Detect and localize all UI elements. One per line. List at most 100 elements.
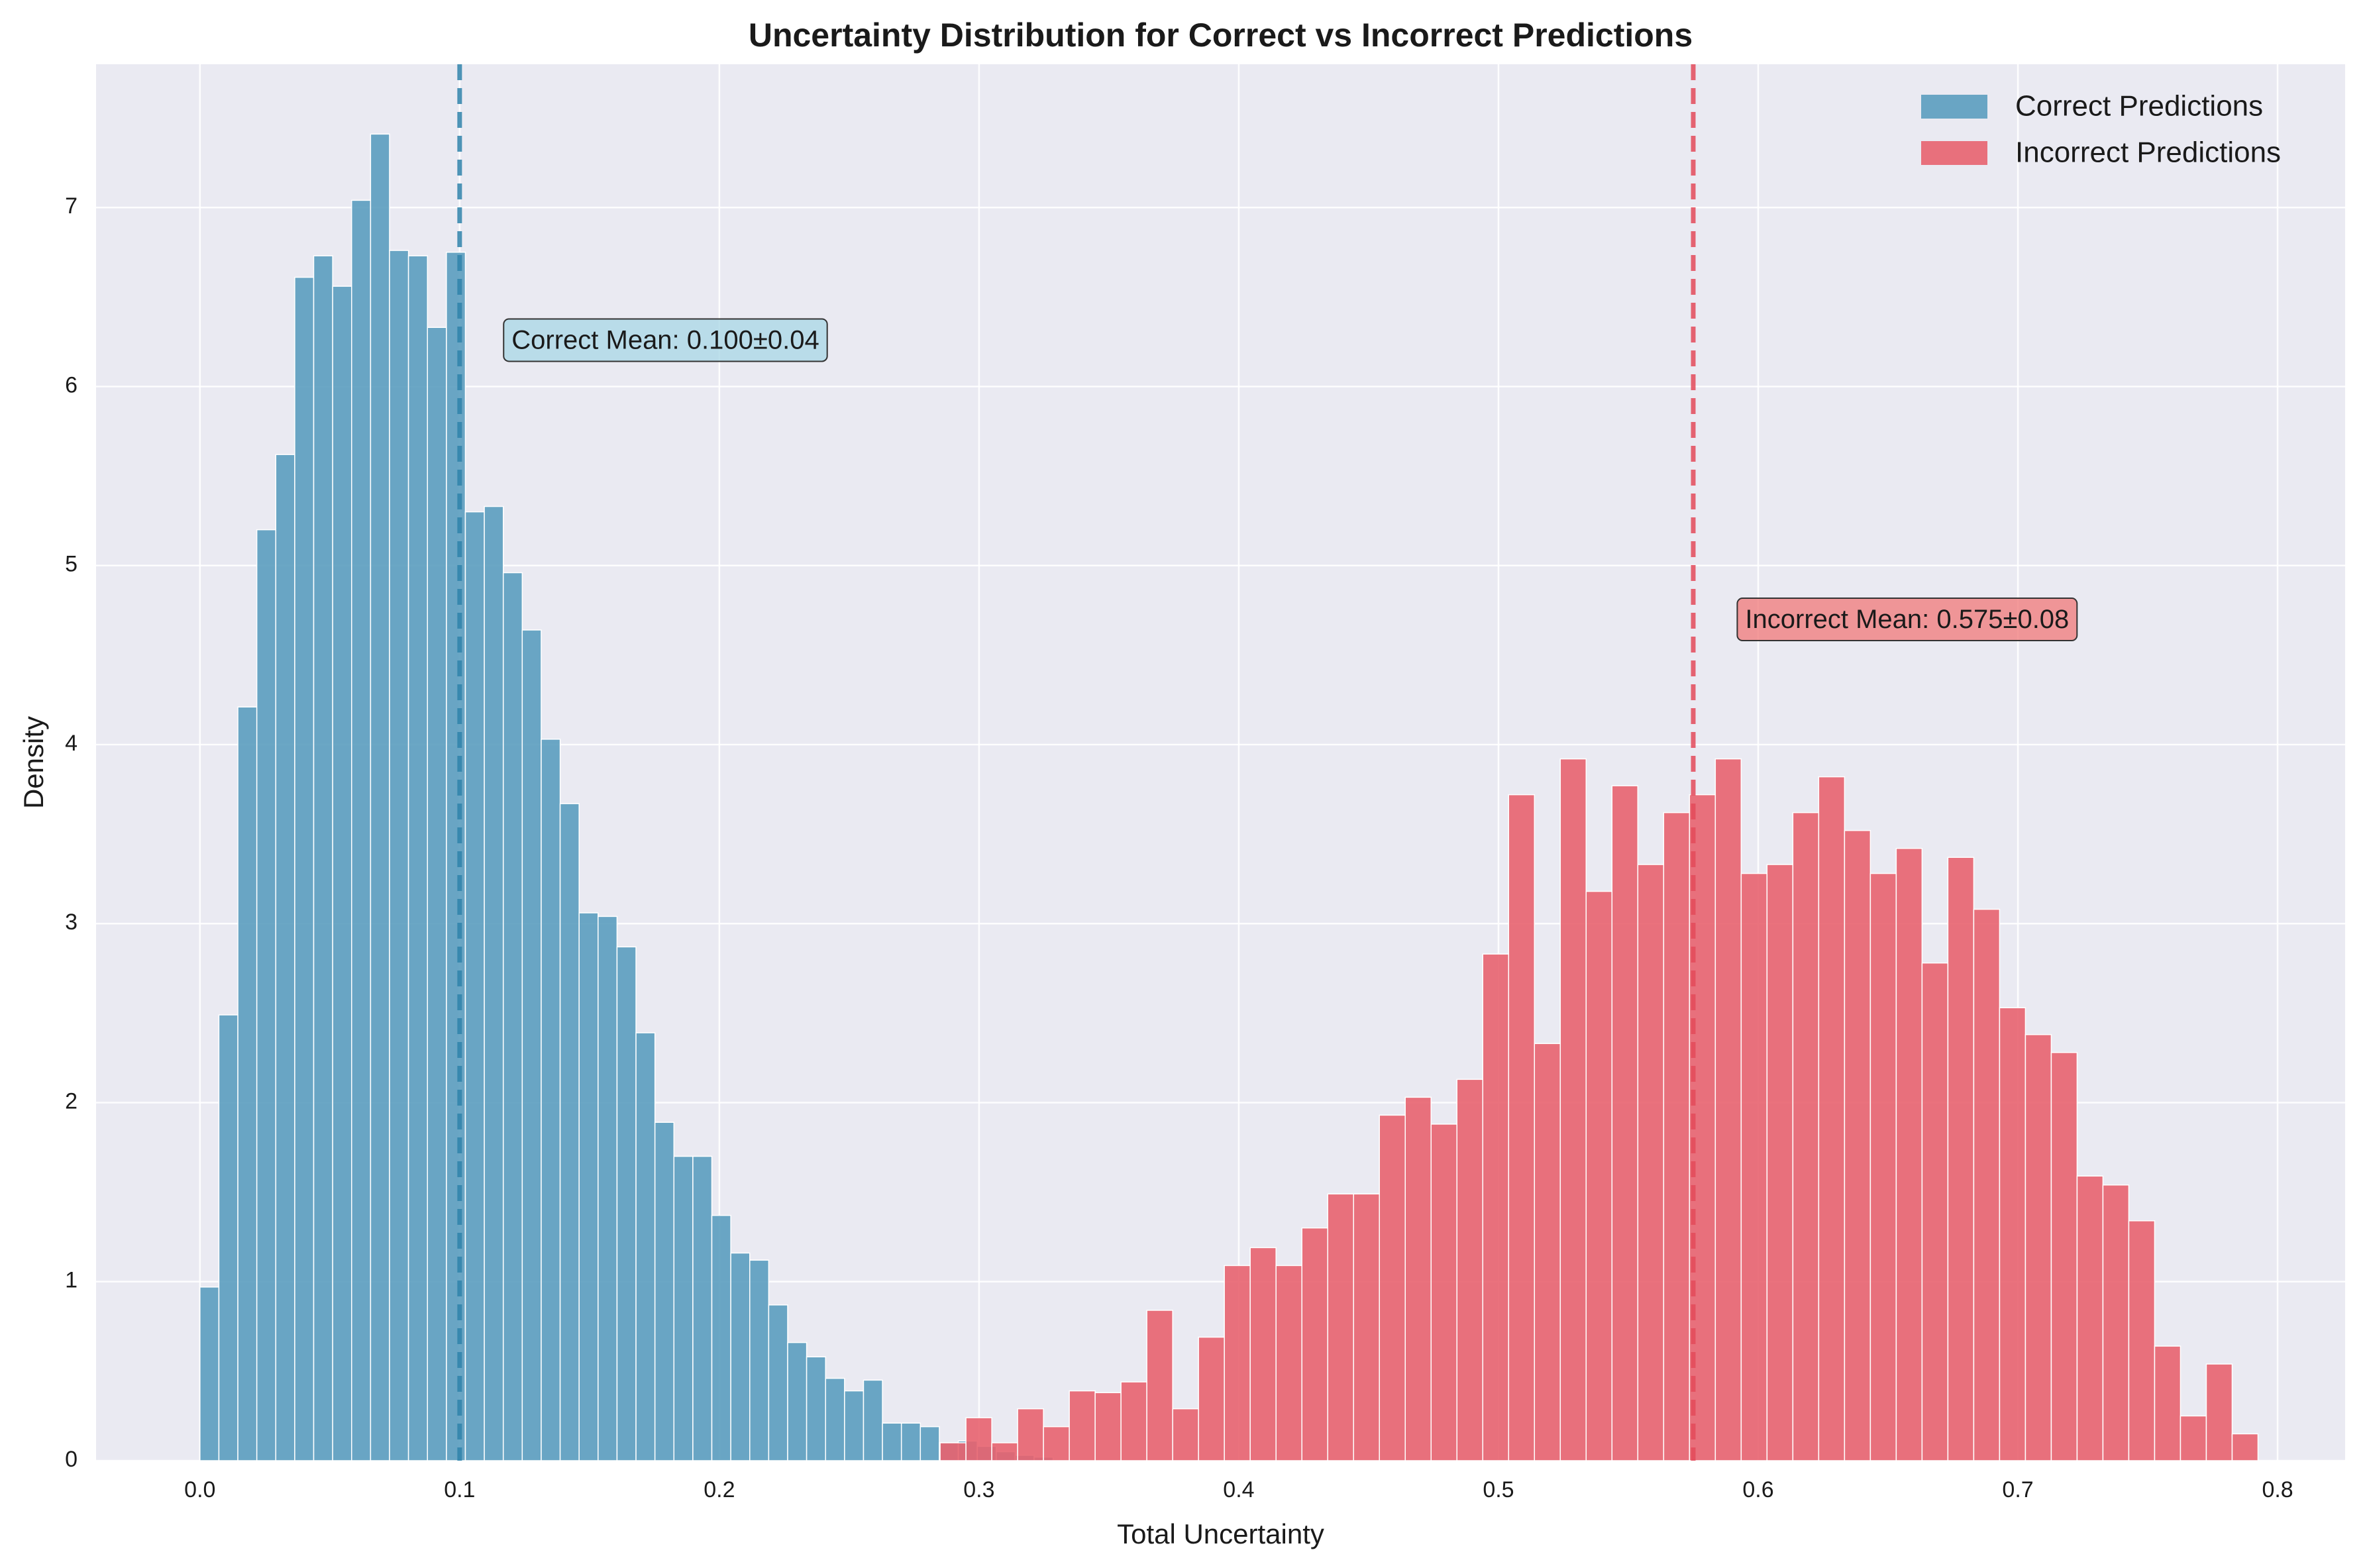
histogram-bar xyxy=(484,505,504,1461)
histogram-bars xyxy=(199,133,2259,1461)
histogram-bar xyxy=(1740,872,1768,1461)
histogram-bar xyxy=(654,1122,675,1461)
histogram-bar xyxy=(559,803,580,1461)
histogram-bar xyxy=(711,1214,731,1461)
histogram-bar xyxy=(844,1390,865,1461)
histogram-bar xyxy=(521,629,542,1461)
histogram-bar xyxy=(1017,1408,1044,1461)
histogram-bar xyxy=(1224,1265,1251,1461)
histogram-bar xyxy=(2205,1363,2233,1461)
histogram-bar xyxy=(1043,1426,1070,1461)
y-tick-label: 0 xyxy=(65,1447,78,1472)
histogram-bar xyxy=(332,286,352,1461)
histogram-bar xyxy=(1404,1096,1432,1461)
x-tick-label: 0.5 xyxy=(1483,1477,1514,1502)
annotation-box xyxy=(503,318,828,362)
x-tick-label: 0.8 xyxy=(2262,1477,2293,1502)
tick-labels: 0.0 0.1 0.2 0.3 0.4 0.5 0.6 0.7 0.8 0 1 2 3 4 5 6 7 xyxy=(65,193,2293,1502)
histogram-bar xyxy=(1559,758,1587,1461)
histogram-bar xyxy=(2180,1415,2207,1461)
histogram-bar xyxy=(1120,1381,1147,1461)
annotations: Correct Mean: 0.100±0.04 Incorrect Mean: … xyxy=(503,318,2078,642)
histogram-bar xyxy=(1637,864,1665,1461)
histogram-bar xyxy=(1818,776,1846,1461)
legend-item-correct: Correct Predictions xyxy=(1921,90,2263,123)
y-tick-label: 2 xyxy=(65,1088,78,1114)
histogram-bar xyxy=(351,199,372,1461)
histogram-bar xyxy=(1508,794,1536,1461)
histogram-bar xyxy=(313,255,333,1461)
histogram-bar xyxy=(1714,758,1742,1461)
histogram-bar xyxy=(275,454,295,1461)
histogram-bar xyxy=(1094,1392,1122,1461)
legend-label: Incorrect Predictions xyxy=(2015,136,2281,169)
mean-lines xyxy=(457,64,1696,1461)
y-tick-label: 1 xyxy=(65,1268,78,1293)
histogram-bar xyxy=(825,1377,845,1461)
histogram-bar xyxy=(2050,1052,2078,1461)
histogram-bar xyxy=(1430,1124,1457,1461)
histogram-bar xyxy=(749,1259,770,1461)
histogram-bar xyxy=(1999,1007,2026,1461)
y-tick-label: 7 xyxy=(65,193,78,219)
annotation-box xyxy=(1736,598,2078,642)
histogram-bar xyxy=(635,1032,656,1461)
histogram-bar xyxy=(199,1286,220,1461)
histogram-bar xyxy=(939,1442,967,1461)
histogram-bar xyxy=(1353,1193,1380,1461)
x-tick-label: 0.2 xyxy=(704,1477,735,1502)
histogram-bar xyxy=(806,1356,826,1461)
histogram-bar xyxy=(1327,1193,1354,1461)
histogram-bar xyxy=(407,255,428,1461)
histogram-bar xyxy=(2102,1184,2130,1461)
y-axis-label: Density xyxy=(18,716,49,809)
correct-mean-annotation: Correct Mean: 0.100±0.04 xyxy=(503,318,828,362)
histogram-bar xyxy=(882,1422,902,1461)
histogram-bar xyxy=(1766,864,1794,1461)
histogram-bar xyxy=(1482,953,1510,1461)
x-axis-label: Total Uncertainty xyxy=(1117,1518,1324,1549)
histogram-bar xyxy=(1379,1114,1406,1461)
histogram-bar xyxy=(1275,1265,1302,1461)
histogram-bar xyxy=(2128,1220,2156,1461)
chart-title: Uncertainty Distribution for Correct vs … xyxy=(749,17,1693,54)
histogram-bar xyxy=(1069,1390,1096,1461)
incorrect-series-bars xyxy=(939,758,2259,1461)
x-tick-label: 0.0 xyxy=(184,1477,215,1502)
histogram-bar xyxy=(541,739,561,1461)
histogram-bar xyxy=(1611,785,1639,1461)
histogram-bar xyxy=(256,529,277,1461)
histogram-bar xyxy=(787,1341,808,1461)
histogram-bar xyxy=(965,1417,992,1461)
legend-item-incorrect: Incorrect Predictions xyxy=(1921,136,2281,169)
histogram-bar xyxy=(1792,811,1820,1461)
histogram-bar xyxy=(1585,890,1613,1461)
histogram-bar xyxy=(1249,1247,1277,1461)
x-tick-label: 0.3 xyxy=(963,1477,994,1502)
histogram-bar xyxy=(294,276,315,1461)
histogram-bar xyxy=(616,946,637,1461)
histogram-bar xyxy=(446,252,466,1461)
histogram-bar xyxy=(1921,962,1949,1461)
histogram-bar xyxy=(2076,1175,2104,1461)
x-tick-label: 0.6 xyxy=(1742,1477,1773,1502)
histogram-bar xyxy=(218,1014,238,1461)
histogram-bar xyxy=(2154,1345,2181,1461)
histogram-bar xyxy=(768,1304,788,1461)
histogram-bar xyxy=(1146,1310,1173,1461)
annotation-text: Incorrect Mean: 0.575±0.08 xyxy=(1745,605,2069,634)
x-tick-label: 0.4 xyxy=(1223,1477,1254,1502)
incorrect-mean-annotation: Incorrect Mean: 0.575±0.08 xyxy=(1736,598,2078,642)
histogram-bar xyxy=(1172,1408,1199,1461)
histogram-bar xyxy=(2024,1034,2052,1461)
histogram-bar xyxy=(863,1379,883,1461)
histogram-bar xyxy=(578,912,599,1461)
histogram-bar xyxy=(464,511,485,1461)
histogram-bar xyxy=(900,1422,921,1461)
histogram-bar xyxy=(1456,1078,1484,1461)
histogram-bar xyxy=(1895,847,1923,1461)
histogram-bar xyxy=(370,133,390,1461)
histogram-bar xyxy=(1947,857,1975,1461)
legend-swatch xyxy=(1921,95,1987,119)
histogram-bar xyxy=(502,572,523,1461)
